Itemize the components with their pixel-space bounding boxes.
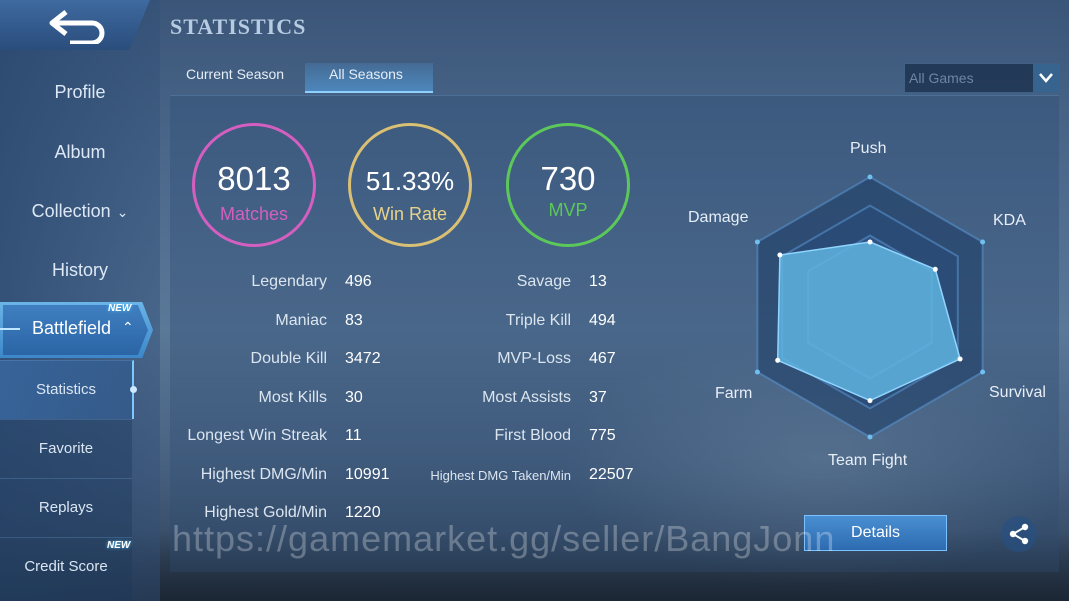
page-title: STATISTICS: [170, 14, 307, 39]
dropdown-value: All Games: [909, 70, 974, 86]
active-dot-icon: [130, 386, 137, 393]
tab-current-season[interactable]: Current Season: [186, 66, 285, 82]
new-badge: NEW: [107, 540, 131, 551]
sidebar-item-collection[interactable]: Collection ⌄: [0, 201, 160, 222]
stat-label: Highest Gold/Min: [204, 504, 327, 521]
stat-value: 83: [345, 311, 363, 329]
stat-label: Maniac: [275, 311, 327, 329]
radar-label-push: Push: [850, 140, 887, 157]
radar-label-kda: KDA: [993, 212, 1026, 229]
stat-value: 496: [345, 273, 372, 290]
submenu-item-label: Statistics: [35, 381, 96, 398]
mvp-caption: MVP: [548, 200, 588, 220]
stat-label: Double Kill: [250, 350, 327, 367]
stat-label: Triple Kill: [505, 311, 571, 329]
sidebar-item-profile[interactable]: Profile: [0, 82, 160, 103]
stat-label: First Blood: [494, 427, 571, 444]
stat-value: 37: [589, 388, 607, 406]
radar-axis-dot: [867, 434, 873, 440]
radar-axis-dot: [754, 369, 760, 375]
tab-active-highlight: [305, 63, 433, 93]
tab-all-seasons[interactable]: All Seasons: [329, 66, 403, 82]
submenu-item-statistics[interactable]: Statistics: [0, 360, 137, 419]
radar-value-point: [867, 239, 873, 245]
mvp-value: 730: [540, 160, 596, 197]
sidebar-item-label: Profile: [54, 82, 106, 102]
submenu-item-label: Credit Score: [24, 558, 108, 575]
stat-value: 775: [589, 427, 616, 444]
stat-value: 494: [589, 311, 616, 329]
back-button[interactable]: [0, 0, 150, 50]
watermark: https://gamemarket.gg/seller/BangJonn: [172, 518, 836, 559]
submenu-item-replays[interactable]: Replays: [0, 478, 132, 537]
submenu-item-credit-score[interactable]: Credit Score: [0, 537, 132, 596]
stat-label: Legendary: [251, 273, 327, 290]
battlefield-highlight: [3, 305, 148, 355]
dropdown-toggle[interactable]: [1033, 64, 1059, 92]
matches-caption: Matches: [219, 204, 289, 224]
stat-label: Savage: [516, 273, 571, 290]
new-badge: NEW: [108, 303, 132, 314]
sidebar-item-history[interactable]: History: [0, 260, 160, 281]
battlefield-submenu: Statistics Favorite Replays Credit Score: [0, 360, 137, 601]
chevron-down-icon: ⌄: [116, 204, 129, 220]
stat-value: 11: [345, 427, 362, 444]
stat-value: 1220: [345, 504, 381, 521]
chevron-down-icon: [1039, 73, 1053, 83]
submenu-item-favorite[interactable]: Favorite: [0, 419, 132, 478]
stat-value: 22507: [589, 465, 634, 483]
win-rate-value: 51.33%: [365, 166, 455, 196]
mvp-circle: 730 MVP: [506, 123, 630, 247]
stat-label: MVP-Loss: [497, 350, 571, 367]
sidebar-item-label: History: [51, 260, 108, 280]
submenu-item-label: Favorite: [38, 440, 94, 457]
stat-value: 3472: [345, 350, 381, 367]
share-button[interactable]: [1001, 516, 1037, 552]
radar-axis-dot: [754, 239, 760, 245]
sidebar-item-label: Battlefield: [32, 318, 112, 338]
radar-value-point: [867, 398, 873, 404]
win-rate-caption: Win Rate: [372, 204, 448, 224]
radar-axis-dot: [867, 174, 873, 180]
radar-axis-dot: [980, 369, 986, 375]
sidebar-item-label: Album: [54, 142, 106, 162]
chevron-up-icon: ⌃: [122, 319, 134, 335]
win-rate-circle: 51.33% Win Rate: [348, 123, 472, 247]
stat-label: Longest Win Streak: [187, 427, 327, 444]
stat-label: Most Kills: [258, 388, 327, 406]
back-arrow-icon: [49, 10, 105, 44]
active-indicator-line: [0, 328, 20, 330]
game-mode-dropdown[interactable]: All Games: [904, 63, 1060, 93]
stat-label: Most Assists: [482, 388, 571, 406]
share-icon: [1009, 523, 1029, 545]
radar-label-survival: Survival: [989, 384, 1046, 401]
radar-value-point: [775, 357, 781, 363]
stat-value: 13: [589, 273, 607, 290]
sidebar-item-album[interactable]: Album: [0, 142, 160, 163]
radar-axis-dot: [980, 239, 986, 245]
stat-label: Highest DMG/Min: [200, 465, 327, 483]
stat-value: 30: [345, 388, 363, 406]
matches-circle: 8013 Matches: [192, 123, 316, 247]
performance-radar-chart: [754, 174, 986, 440]
stat-value: 10991: [345, 465, 390, 483]
submenu-item-label: Replays: [38, 499, 94, 516]
sidebar-item-battlefield[interactable]: Battlefield ⌃: [0, 302, 153, 358]
radar-label-farm: Farm: [715, 385, 753, 402]
sidebar: Profile Album Collection ⌄ History Battle…: [0, 0, 160, 601]
stat-label: Highest DMG Taken/Min: [430, 467, 571, 483]
radar-label-damage: Damage: [688, 209, 749, 226]
stat-value: 467: [589, 350, 616, 367]
matches-value: 8013: [217, 160, 291, 197]
details-button[interactable]: Details: [804, 515, 947, 551]
sidebar-item-label: Collection: [31, 201, 111, 221]
radar-label-team-fight: Team Fight: [828, 452, 908, 469]
radar-value-point: [957, 356, 963, 362]
radar-value-point: [932, 266, 938, 272]
radar-value-point: [777, 252, 783, 258]
